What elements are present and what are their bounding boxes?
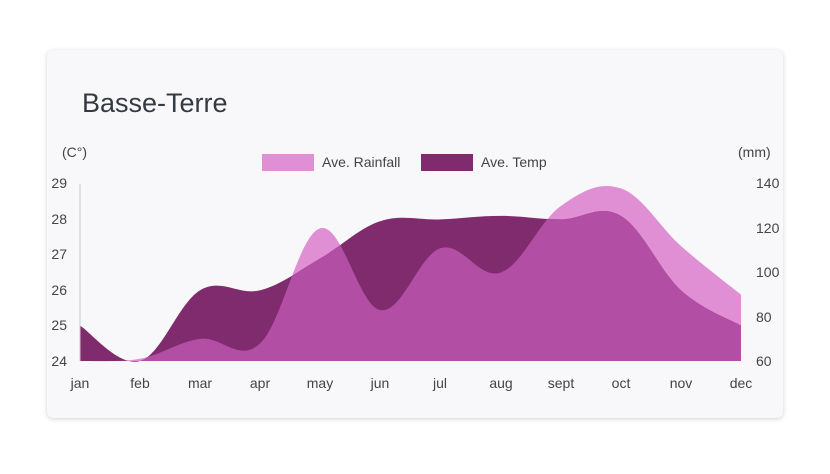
x-tick-label: jun: [370, 375, 390, 391]
right-axis-unit: (mm): [738, 144, 771, 160]
left-tick-label: 26: [51, 282, 67, 298]
x-tick-label: jul: [432, 375, 447, 391]
x-tick-label: sept: [548, 375, 575, 391]
x-axis-ticks: jan feb mar apr may jun jul aug sept oct…: [70, 375, 753, 391]
legend: Ave. Rainfall Ave. Temp: [262, 154, 547, 171]
chart-title: Basse-Terre: [82, 88, 228, 118]
right-tick-label: 60: [756, 353, 772, 369]
x-tick-label: feb: [130, 375, 150, 391]
x-tick-label: jan: [70, 375, 90, 391]
x-tick-label: nov: [670, 375, 693, 391]
right-tick-label: 120: [756, 220, 780, 236]
legend-label-rainfall[interactable]: Ave. Rainfall: [322, 154, 400, 170]
left-tick-label: 28: [51, 211, 67, 227]
left-axis-ticks: 29 28 27 26 25 24: [51, 175, 67, 369]
left-tick-label: 24: [51, 353, 67, 369]
x-tick-label: may: [307, 375, 333, 391]
right-axis-ticks: 140 120 100 80 60: [756, 175, 780, 369]
left-axis-unit: (C°): [62, 144, 87, 160]
x-tick-label: dec: [730, 375, 753, 391]
plot-area: [79, 184, 741, 362]
right-tick-label: 100: [756, 264, 780, 280]
x-tick-label: apr: [250, 375, 271, 391]
x-tick-label: aug: [489, 375, 512, 391]
legend-swatch-rainfall[interactable]: [262, 154, 314, 171]
left-tick-label: 25: [51, 317, 67, 333]
legend-swatch-temp[interactable]: [421, 154, 473, 171]
left-tick-label: 27: [51, 246, 67, 262]
left-tick-label: 29: [51, 175, 67, 191]
right-tick-label: 80: [756, 309, 772, 325]
x-tick-label: oct: [612, 375, 631, 391]
right-tick-label: 140: [756, 175, 780, 191]
x-tick-label: mar: [188, 375, 212, 391]
legend-label-temp[interactable]: Ave. Temp: [481, 154, 547, 170]
